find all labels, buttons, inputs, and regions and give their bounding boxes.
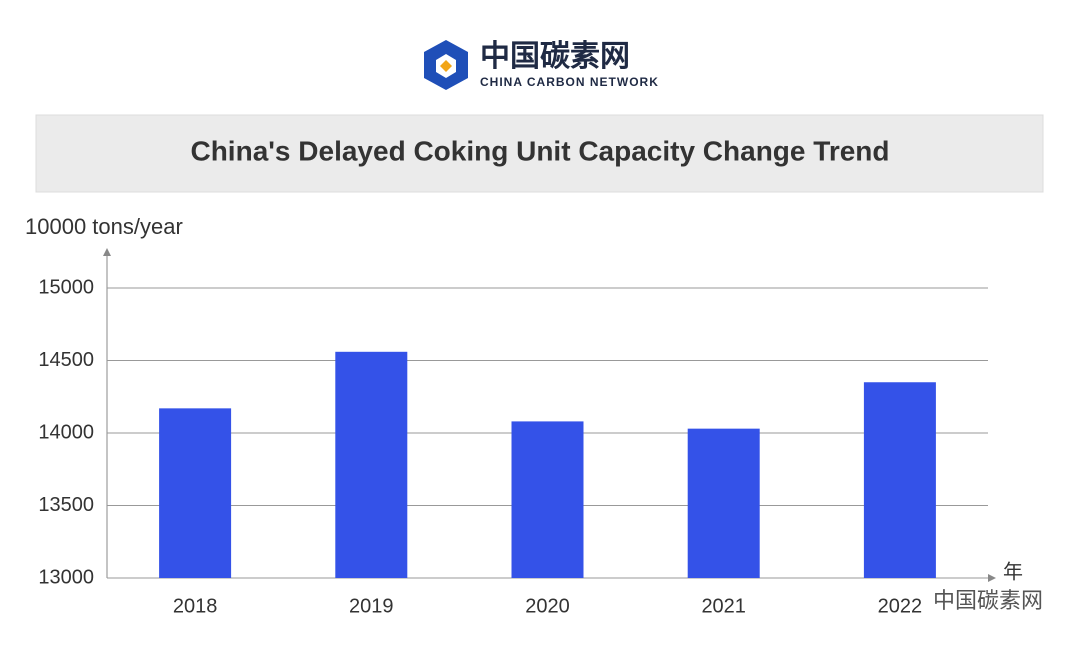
logo-text: 中国碳素网 [480,40,630,73]
bar [687,428,760,578]
y-tick-label: 14000 [38,421,94,443]
x-tick-label: 2022 [878,595,923,617]
x-axis-label: 年 [1003,560,1023,583]
watermark: 中国碳素网 [933,588,1043,613]
chart-title: China's Delayed Coking Unit Capacity Cha… [190,135,889,166]
y-tick-label: 15000 [38,276,94,298]
x-tick-label: 2021 [701,595,746,617]
y-tick-label: 14500 [38,349,94,371]
x-tick-label: 2018 [173,595,218,617]
y-axis-label: 10000 tons/year [25,214,183,239]
bar [863,382,936,578]
x-tick-label: 2019 [349,595,394,617]
bar [511,421,584,578]
title-box [35,114,1044,193]
logo-icon-dot [440,60,452,72]
logo-subtext: CHINA CARBON NETWORK [480,75,659,89]
x-tick-label: 2020 [525,595,570,617]
bar [159,408,232,578]
y-axis-arrow [103,248,111,256]
x-axis-arrow [988,574,996,582]
y-tick-label: 13500 [38,494,94,516]
y-tick-label: 13000 [38,566,94,588]
logo: 中国碳素网 CHINA CARBON NETWORK [424,40,659,90]
bar [335,351,408,578]
